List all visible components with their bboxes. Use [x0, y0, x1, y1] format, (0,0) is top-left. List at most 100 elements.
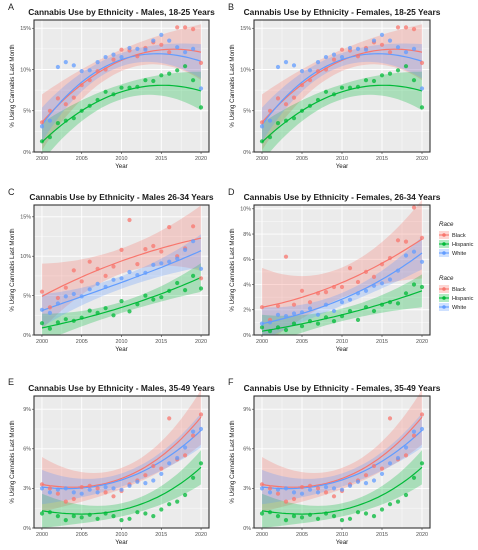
data-point-black [79, 83, 84, 88]
data-point-white [167, 259, 172, 264]
confidence-band-hispanic [262, 274, 422, 335]
data-point-black [198, 412, 204, 417]
data-point-black [87, 259, 92, 264]
legend-entry-white: White [452, 305, 466, 311]
data-point-hispanic [259, 511, 265, 516]
trend-line-hispanic [41, 276, 202, 329]
data-point-hispanic [183, 492, 188, 498]
data-point-white [331, 52, 337, 57]
data-point-black [167, 50, 172, 55]
data-point-hispanic [175, 499, 180, 504]
data-point-white [363, 288, 369, 293]
data-point-black [39, 289, 45, 294]
data-point-white [363, 47, 369, 52]
legend-entry-white: White [452, 251, 466, 257]
y-tick-label: 4% [243, 282, 251, 288]
data-point-white [55, 487, 61, 492]
data-point-white [371, 283, 377, 288]
confidence-band-black [262, 24, 422, 151]
data-point-hispanic [267, 510, 273, 515]
chart-panel-e: E Cannabis Use by Ethnicity - Males, 35-4… [8, 377, 215, 546]
data-point-hispanic [119, 299, 124, 304]
data-point-hispanic [323, 315, 329, 320]
data-point-white [363, 481, 369, 486]
data-point-hispanic [355, 317, 361, 322]
data-point-hispanic [167, 502, 172, 507]
data-point-black [198, 276, 204, 281]
data-point-hispanic [191, 273, 196, 278]
data-point-white [103, 485, 108, 490]
y-tick-label: 2% [243, 308, 251, 314]
data-point-black [71, 95, 76, 100]
data-point-white [347, 45, 353, 51]
y-tick-label: 3% [23, 486, 31, 492]
x-axis-label: Year [115, 163, 128, 170]
data-point-black [307, 78, 313, 83]
data-point-black [55, 491, 61, 496]
data-point-black [411, 205, 417, 210]
trend-line-hispanic [261, 466, 423, 515]
confidence-band-black [262, 389, 422, 512]
data-point-white [403, 253, 409, 258]
data-point-white [119, 276, 124, 281]
data-point-hispanic [71, 116, 76, 121]
x-tick-label: 2005 [76, 339, 88, 345]
y-tick-label: 0% [243, 333, 251, 339]
data-point-black [363, 269, 369, 274]
data-point-white [63, 486, 68, 491]
data-point-hispanic [119, 85, 124, 90]
data-point-black [47, 486, 53, 491]
data-point-black [371, 274, 377, 279]
y-axis-label: % Using Cannabis Last Month [9, 228, 16, 312]
data-point-white [323, 302, 329, 307]
data-point-black [167, 416, 172, 421]
data-point-hispanic [299, 108, 305, 113]
data-point-white [299, 69, 305, 74]
legend-2: Race Black Hispanic White [439, 275, 474, 311]
data-point-white [127, 269, 132, 275]
panel-title: Cannabis Use by Ethnicity - Males 26-34 … [29, 192, 214, 202]
data-point-hispanic [419, 105, 425, 110]
data-point-white [47, 310, 53, 315]
data-point-hispanic [363, 511, 369, 516]
data-point-hispanic [387, 71, 393, 76]
trend-line-black [41, 48, 202, 123]
data-point-white [331, 486, 337, 491]
data-point-black [159, 466, 164, 471]
data-point-white [395, 455, 401, 461]
data-point-white [175, 45, 180, 50]
data-point-black [275, 491, 281, 496]
data-point-hispanic [191, 475, 196, 480]
data-point-white [167, 461, 172, 466]
data-point-hispanic [135, 84, 140, 89]
y-tick-label: 0% [23, 526, 31, 532]
x-tick-label: 2000 [36, 156, 48, 162]
data-point-hispanic [63, 518, 68, 523]
data-point-white [198, 266, 204, 271]
y-tick-label: 0% [23, 333, 31, 339]
data-point-white [183, 445, 188, 450]
data-point-white [143, 47, 148, 52]
data-point-black [307, 483, 313, 488]
data-point-black [111, 57, 116, 62]
data-point-white [315, 312, 321, 317]
plot-frame [253, 395, 431, 529]
data-point-black [363, 473, 369, 478]
x-tick-label: 2020 [195, 156, 207, 162]
data-point-black [71, 268, 76, 273]
y-tick-label: 15% [20, 26, 31, 32]
data-point-white [191, 239, 196, 244]
x-tick-label: 2000 [36, 339, 48, 345]
trend-line-hispanic [41, 84, 202, 143]
data-point-white [355, 479, 361, 484]
data-point-white [95, 490, 100, 495]
data-point-hispanic [55, 514, 61, 519]
data-point-white [135, 46, 140, 52]
confidence-band-white [42, 234, 201, 327]
data-point-black [307, 300, 313, 305]
data-point-white [167, 38, 172, 43]
data-point-white [299, 491, 305, 496]
data-point-hispanic [283, 327, 289, 333]
data-point-black [315, 291, 321, 296]
data-point-white [175, 455, 180, 461]
